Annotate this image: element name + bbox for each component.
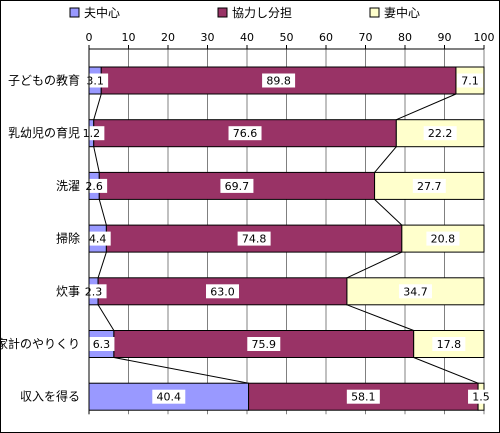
data-label: 1.5 — [472, 391, 490, 404]
x-tick-label: 40 — [240, 31, 254, 44]
data-label-bg — [247, 337, 281, 351]
category-label: 収入を得る — [20, 389, 80, 404]
bar-segment — [374, 171, 485, 200]
legend-label: 協力し分担 — [232, 5, 292, 20]
data-label-bg — [84, 231, 111, 246]
data-label-bg — [81, 178, 108, 193]
data-label: 63.0 — [210, 285, 235, 298]
data-label: 27.7 — [417, 180, 442, 193]
category-label: 掃除 — [56, 231, 80, 246]
bar-segment — [401, 224, 485, 253]
legend-label: 夫中心 — [84, 5, 120, 20]
series-line — [346, 304, 414, 331]
data-label: 34.7 — [403, 285, 428, 298]
data-label-bg — [426, 231, 460, 246]
data-label-bg — [423, 126, 457, 141]
legend-label: 妻中心 — [384, 5, 420, 20]
data-label: 69.7 — [225, 180, 250, 193]
x-tick-label: 0 — [86, 31, 93, 44]
category-label: 炊事 — [56, 284, 80, 298]
data-label: 20.8 — [431, 233, 456, 246]
series-line — [97, 304, 115, 331]
x-tick-label: 60 — [319, 31, 333, 44]
series-line — [374, 199, 403, 226]
x-tick-label: 100 — [474, 31, 495, 44]
series-line — [374, 146, 397, 173]
bars — [88, 66, 485, 411]
legend: 夫中心 協力し分担 妻中心 — [69, 5, 420, 20]
x-tick-label: 30 — [201, 31, 215, 44]
x-tick-label: 50 — [280, 31, 294, 44]
data-label-bg — [262, 73, 296, 88]
series-line — [93, 146, 100, 173]
data-label: 17.8 — [437, 338, 462, 351]
data-label: 1.2 — [83, 127, 101, 140]
data-label: 7.1 — [461, 75, 479, 88]
data-label: 74.8 — [242, 233, 267, 246]
data-label: 2.6 — [85, 180, 103, 193]
series-line — [413, 357, 479, 384]
series-line — [98, 199, 107, 226]
data-label-bg — [456, 73, 483, 88]
data-label: 40.4 — [157, 391, 182, 404]
series-line — [113, 357, 249, 384]
x-tick-label: 80 — [398, 31, 412, 44]
data-label-bg — [398, 284, 432, 299]
data-label: 3.1 — [86, 75, 104, 88]
series-line — [93, 93, 102, 120]
category-label: 洗濯 — [56, 179, 80, 193]
x-tick-label: 70 — [359, 31, 373, 44]
data-label-bg — [228, 126, 262, 141]
series-line — [396, 93, 457, 121]
data-label: 22.2 — [428, 127, 453, 140]
x-tick-label: 90 — [438, 31, 452, 44]
legend-swatch — [369, 7, 380, 18]
data-label-bg — [152, 389, 186, 404]
data-label-bg — [80, 284, 107, 299]
data-label-bg — [206, 284, 240, 299]
data-label: 4.4 — [89, 233, 107, 246]
legend-swatch — [69, 7, 80, 18]
category-label: 家計のやりくり — [0, 336, 80, 351]
series-connectors — [93, 93, 479, 384]
data-label-bg — [432, 337, 466, 351]
data-label-bg — [237, 231, 271, 246]
data-label: 2.3 — [85, 285, 103, 298]
data-labels: 3.1 89.8 7.1 1.2 76.6 22.2 2.6 69.7 27.7 4.4 74.8 2… — [78, 73, 495, 404]
data-label: 89.8 — [266, 75, 291, 88]
category-label: 子どもの教育 — [8, 73, 80, 88]
bar-segment — [88, 382, 250, 411]
data-label: 6.3 — [93, 338, 111, 351]
series-line — [97, 251, 107, 278]
x-tick-label: 20 — [161, 31, 175, 44]
data-label-bg — [220, 178, 254, 193]
data-label-bg — [346, 389, 380, 404]
x-axis: 0 10 20 30 40 50 60 70 80 90 100 — [86, 31, 495, 415]
series-line — [346, 251, 403, 279]
data-label: 76.6 — [233, 127, 258, 140]
legend-swatch — [217, 7, 228, 18]
data-label: 58.1 — [351, 391, 376, 404]
x-tick-label: 10 — [122, 31, 136, 44]
data-label-bg — [412, 178, 446, 193]
data-label-bg — [468, 389, 495, 404]
data-label-bg — [78, 126, 105, 141]
data-label: 75.9 — [252, 338, 277, 351]
category-label: 乳幼児の育児 — [8, 125, 80, 140]
data-label-bg — [88, 337, 115, 351]
